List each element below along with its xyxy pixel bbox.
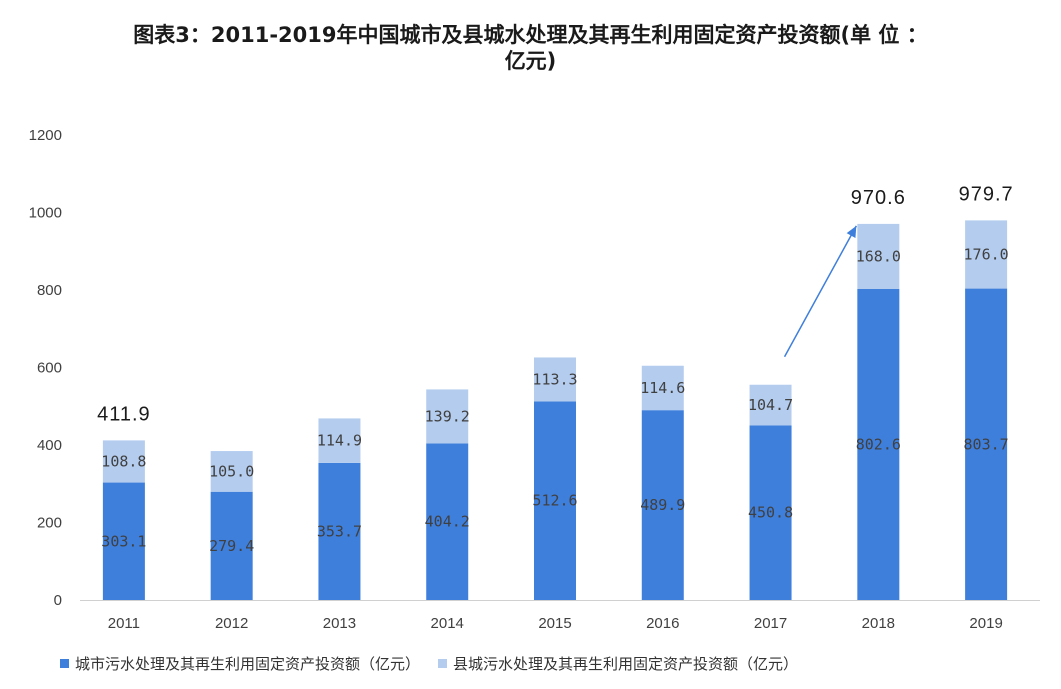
y-tick-label: 600: [37, 360, 62, 377]
x-tick-label: 2014: [431, 615, 464, 632]
legend-label-county: 县城污水处理及其再生利用固定资产投资额（亿元）: [453, 655, 799, 673]
legend-item-county: 县城污水处理及其再生利用固定资产投资额（亿元）: [438, 653, 798, 674]
data-label-county: 168.0: [856, 247, 901, 265]
bar-county: [102, 440, 145, 483]
total-label: 970.6: [851, 187, 906, 209]
data-label-city: 803.7: [964, 435, 1009, 453]
bar-city: [318, 462, 361, 600]
y-tick-label: 200: [37, 515, 62, 532]
bar-city: [749, 425, 792, 600]
bar-county: [534, 357, 576, 402]
trend-arrow: [783, 225, 857, 358]
x-tick-label: 2017: [754, 615, 787, 632]
bar-city: [534, 401, 576, 600]
y-axis: 0 200 400 600 800 1000 1200: [29, 127, 62, 609]
bars: [102, 220, 1008, 600]
legend-swatch-county: [438, 659, 448, 668]
data-label-county: 108.8: [101, 452, 146, 470]
x-tick-label: 2012: [215, 615, 248, 632]
y-tick-label: 1000: [29, 205, 62, 222]
data-label-city: 404.2: [425, 513, 470, 531]
data-label-county: 104.7: [748, 396, 793, 414]
bar-city: [857, 288, 900, 600]
total-label: 979.7: [959, 183, 1014, 205]
data-label-city: 450.8: [748, 504, 793, 522]
data-label-county: 139.2: [425, 407, 470, 425]
data-label-county: 114.9: [317, 432, 362, 450]
data-label-county: 105.0: [209, 462, 254, 480]
legend-swatch-city: [60, 659, 69, 668]
x-tick-label: 2019: [969, 615, 1002, 632]
legend-item-city: 城市污水处理及其再生利用固定资产投资额（亿元）: [60, 653, 420, 674]
data-label-city: 802.6: [856, 435, 901, 453]
bar-county: [749, 384, 792, 426]
legend: 城市污水处理及其再生利用固定资产投资额（亿元） 县城污水处理及其再生利用固定资产…: [60, 653, 1060, 674]
data-label-city: 353.7: [317, 522, 362, 540]
bar-city: [965, 288, 1008, 600]
y-tick-label: 400: [37, 437, 62, 454]
chart-title-line1: 图表3：2011-2019年中国城市及县城水处理及其再生利用固定资产投资额(单 …: [133, 23, 928, 47]
bar-county: [318, 418, 361, 463]
data-label-county: 113.3: [532, 370, 577, 388]
data-label-city: 279.4: [209, 537, 254, 555]
bar-county: [210, 451, 253, 492]
legend-label-city: 城市污水处理及其再生利用固定资产投资额（亿元）: [75, 655, 421, 673]
y-tick-label: 1200: [29, 127, 62, 144]
data-labels: 303.1 108.8 279.4 105.0 353.7 114.9 404.2 139.2…: [97, 183, 1014, 555]
bar-county: [857, 223, 900, 289]
total-label: 411.9: [97, 403, 151, 425]
data-label-city: 489.9: [640, 496, 685, 514]
y-tick-label: 800: [37, 282, 62, 299]
bar-county: [965, 220, 1008, 289]
bar-city: [210, 491, 253, 600]
bar-county: [641, 365, 684, 411]
y-tick-label: 0: [54, 592, 62, 609]
arrow-head: [846, 225, 857, 238]
x-tick-label: 2011: [108, 615, 140, 632]
chart-title-line2: 亿元): [504, 49, 557, 73]
data-label-county: 176.0: [964, 245, 1009, 263]
data-label-city: 303.1: [101, 532, 146, 550]
x-tick-label: 2015: [538, 615, 571, 632]
arrow-line: [783, 225, 857, 358]
chart-title: 图表3：2011-2019年中国城市及县城水处理及其再生利用固定资产投资额(单 …: [0, 22, 1061, 74]
data-label-city: 512.6: [532, 492, 577, 510]
bar-city: [102, 482, 145, 600]
x-tick-label: 2018: [862, 615, 895, 632]
x-tick-label: 2013: [323, 615, 356, 632]
x-tick-label: 2016: [646, 615, 679, 632]
bar-city: [641, 410, 684, 600]
bar-city: [426, 443, 469, 600]
x-axis: 2011 2012 2013 2014 2015 2016 2017 2018 2019: [80, 600, 1040, 632]
data-label-county: 114.6: [640, 379, 685, 397]
bar-county: [426, 389, 469, 444]
